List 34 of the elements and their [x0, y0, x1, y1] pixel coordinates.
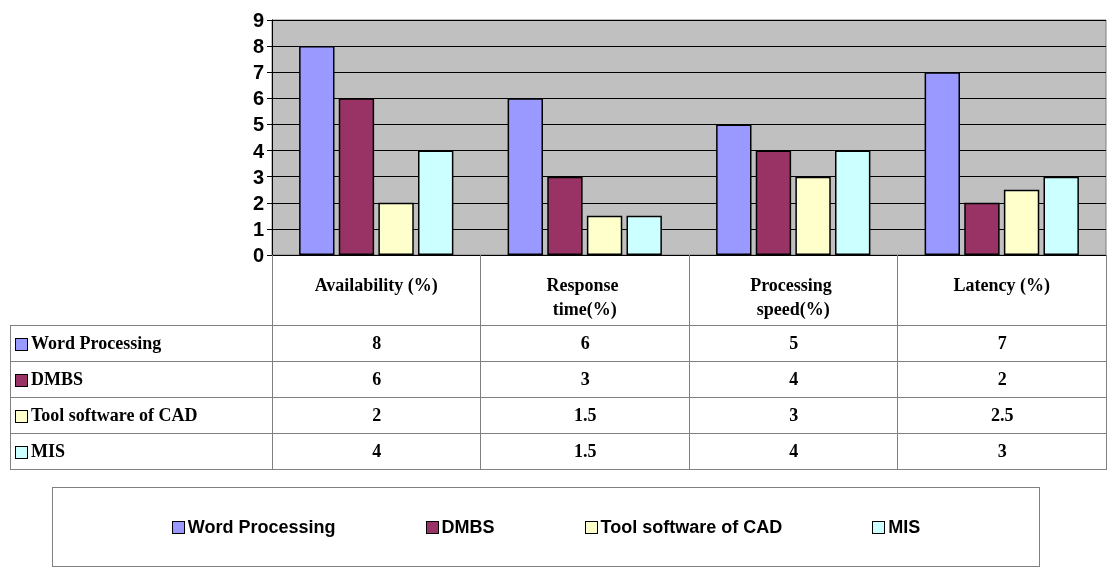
legend-label: Word Processing	[31, 333, 162, 353]
text: Tool software of CAD	[600, 516, 783, 537]
x-tick-label: Response time(%)	[546, 275, 624, 320]
x-tick-label: Processing speed(%)	[750, 275, 837, 320]
y-tick-label: 6	[252, 87, 264, 110]
text: DMBS	[31, 369, 84, 389]
data-label: 2.5	[897, 397, 1107, 434]
y-tick-label: 0	[252, 244, 264, 266]
y-tick-label: 5	[252, 113, 264, 136]
data-label: 7	[897, 325, 1107, 362]
y-tick-label: 1	[252, 217, 264, 240]
x-tick-label: Availability (%)	[314, 275, 438, 296]
y-tick-label: 7	[252, 61, 264, 84]
data-label: 4	[689, 361, 898, 398]
y-tick-label: 2	[252, 191, 264, 214]
legend-label: MIS	[888, 516, 921, 537]
legend-label: DMBS	[441, 516, 495, 537]
data-label: 3	[897, 433, 1107, 470]
y-tick-label: 3	[252, 165, 264, 188]
text: MIS	[31, 441, 66, 461]
y-tick-label: 4	[252, 139, 265, 162]
y-tick-label: 8	[252, 35, 264, 58]
data-label: 3	[480, 361, 690, 398]
data-label: 1.5	[480, 433, 690, 470]
text: Word Processing	[187, 516, 336, 537]
data-label: 3	[689, 397, 898, 434]
y-tick-label: 9	[252, 9, 264, 31]
data-label: 2	[897, 361, 1107, 398]
data-label: 6	[480, 325, 690, 362]
data-label: 4	[689, 433, 898, 470]
data-label: 1.5	[480, 397, 690, 434]
legend-label: Tool software of CAD	[31, 405, 198, 425]
data-label: 5	[689, 325, 898, 362]
x-tick-label: Latency (%)	[953, 275, 1050, 296]
